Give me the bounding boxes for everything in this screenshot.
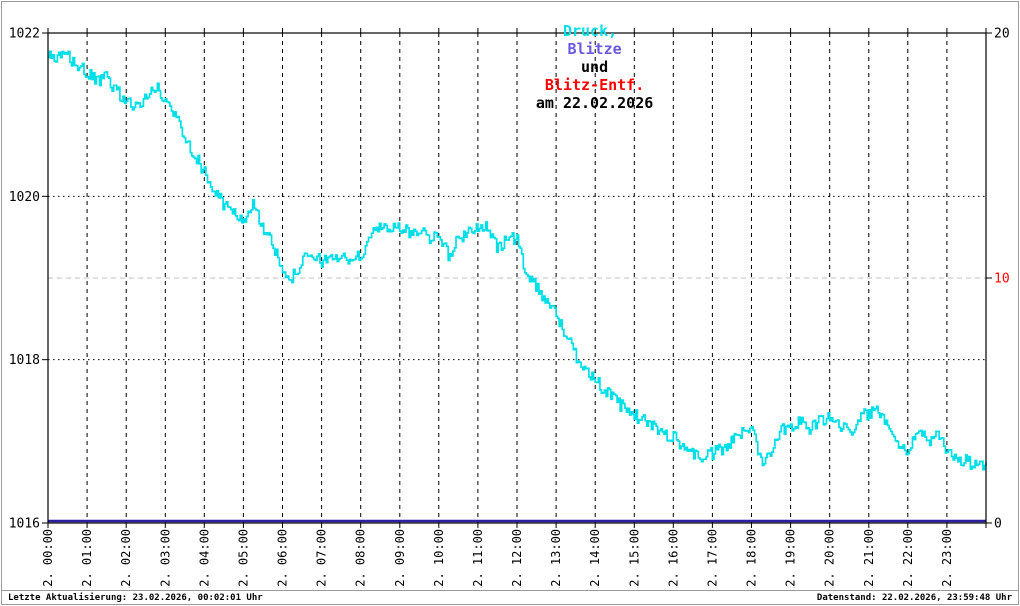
x-axis-tick-label: 22. 17:00: [705, 529, 719, 588]
x-axis-tick-label: 22. 16:00: [666, 529, 680, 588]
x-axis-tick-label: 22. 21:00: [862, 529, 876, 588]
x-axis-tick-label: 22. 14:00: [588, 529, 602, 588]
x-axis-tick-label: 22. 13:00: [549, 529, 563, 588]
status-bar: Letzte Aktualisierung: 23.02.2026, 00:02…: [2, 590, 1018, 604]
x-axis-tick-label: 22. 05:00: [236, 529, 250, 588]
x-axis-tick-label: 22. 03:00: [158, 529, 172, 588]
title-part-date: am 22.02.2026: [535, 94, 654, 112]
left-axis-labels: 1022 1020 1018 1016: [9, 27, 40, 532]
right-axis-tick-label: 10: [994, 272, 1010, 287]
left-axis-tick-label: 1022: [9, 27, 40, 42]
x-axis-labels: 22. 00:00 22. 01:00 22. 02:00 22. 03:00 22. …: [41, 529, 954, 588]
left-axis-tick-label: 1018: [9, 353, 40, 368]
x-axis-tick-label: 22. 08:00: [354, 529, 368, 588]
last-update-text: Letzte Aktualisierung: 23.02.2026, 00:02…: [8, 592, 263, 603]
axis-ticks: [42, 28, 992, 528]
x-axis-tick-label: 22. 18:00: [745, 529, 759, 588]
left-axis-tick-label: 1020: [9, 190, 40, 205]
x-axis-tick-label: 22. 22:00: [901, 529, 915, 588]
x-axis-tick-label: 22. 00:00: [41, 529, 55, 588]
horizontal-gridlines: [48, 195, 986, 361]
x-axis-tick-label: 22. 04:00: [197, 529, 211, 588]
right-axis-tick-label: 0: [994, 517, 1002, 532]
x-axis-tick-label: 22. 23:00: [940, 529, 954, 588]
chart-title: Druck, Blitze und Blitz-Entf. am 22.02.2…: [62, 4, 1020, 130]
x-axis-tick-label: 22. 15:00: [627, 529, 641, 588]
plot-border: [47, 32, 987, 524]
right-axis-tick-label: 20: [994, 27, 1010, 42]
pressure-series-line: [48, 50, 987, 471]
data-state-text: Datenstand: 22.02.2026, 23:59:48 Uhr: [816, 592, 1012, 603]
x-axis-tick-label: 22. 20:00: [823, 529, 837, 588]
x-axis-tick-label: 22. 06:00: [276, 529, 290, 588]
x-axis-tick-label: 22. 07:00: [315, 529, 329, 588]
x-axis-tick-label: 22. 02:00: [119, 529, 133, 588]
title-part-druck: Druck,: [562, 22, 618, 40]
x-axis-tick-label: 22. 10:00: [432, 529, 446, 588]
vertical-gridlines: [86, 33, 948, 523]
title-part-blitze: Blitze: [567, 40, 622, 58]
title-part-und: und: [581, 58, 609, 76]
left-axis-tick-label: 1016: [9, 517, 40, 532]
x-axis-tick-label: 22. 01:00: [80, 529, 94, 588]
title-part-blitz-entf: Blitz-Entf.: [544, 76, 645, 94]
x-axis-tick-label: 22. 09:00: [393, 529, 407, 588]
x-axis-tick-label: 22. 12:00: [510, 529, 524, 588]
right-axis-labels: 20 10 0: [994, 27, 1010, 532]
x-axis-tick-label: 22. 19:00: [784, 529, 798, 588]
x-axis-tick-label: 22. 11:00: [471, 529, 485, 588]
